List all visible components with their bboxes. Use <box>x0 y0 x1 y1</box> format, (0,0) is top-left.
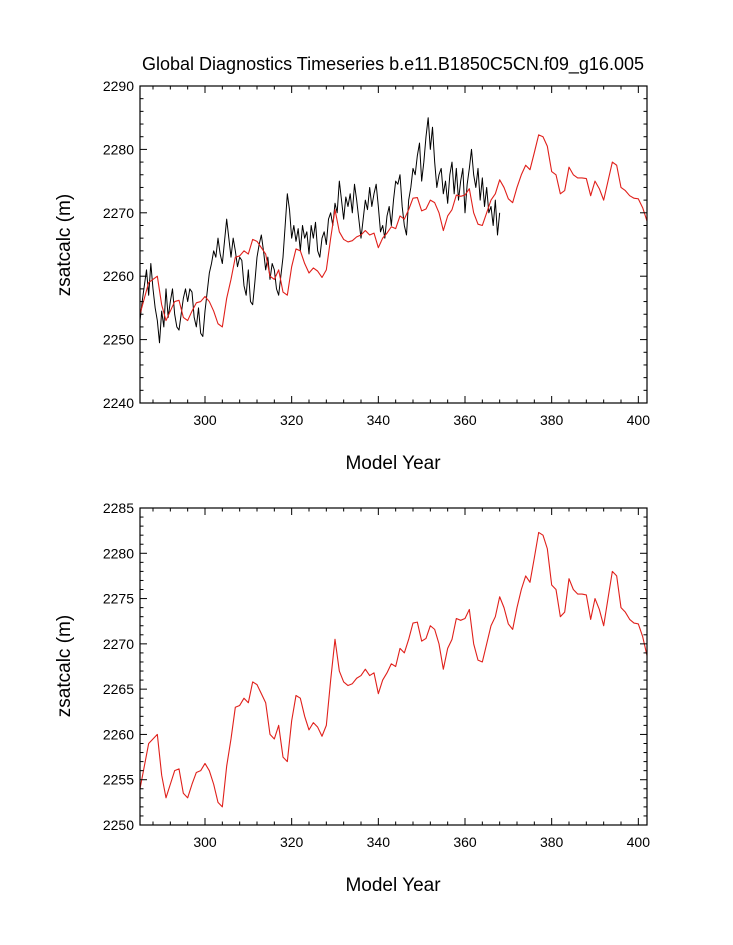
bottom-plot-frame <box>139 507 648 826</box>
bottom-panel: zsatcalc (m) Model Year 300 320 340 360 380 4… <box>54 500 650 896</box>
top-y-tick-label: 2250 <box>103 332 134 348</box>
top-x-tick-label: 360 <box>453 412 477 428</box>
bottom-x-axis-label: Model Year <box>345 875 441 896</box>
top-panel: zsatcalc (m) Model Year 300 320 340 360 380 4… <box>54 78 650 474</box>
bottom-x-tick-label: 400 <box>627 834 651 850</box>
bottom-y-tick-label: 2280 <box>103 545 134 561</box>
bottom-y-tick-label: 2285 <box>103 500 134 516</box>
top-plot-frame <box>139 85 648 404</box>
bottom-x-tick-label: 320 <box>280 834 304 850</box>
top-x-tick-label: 300 <box>193 412 217 428</box>
bottom-y-tick-label: 2250 <box>103 817 134 833</box>
bottom-series-smoothed-line <box>139 531 648 808</box>
top-x-tick-label: 380 <box>540 412 564 428</box>
top-y-tick-label: 2280 <box>103 141 134 157</box>
figure-title: Global Diagnostics Timeseries b.e11.B185… <box>142 54 644 75</box>
top-x-axis-label: Model Year <box>345 453 441 474</box>
bottom-y-axis-label: zsatcalc (m) <box>54 615 75 717</box>
bottom-y-tick-label: 2270 <box>103 636 134 652</box>
top-series-raw-line <box>139 117 501 344</box>
top-x-tick-label: 340 <box>367 412 391 428</box>
bottom-y-tick-label: 2260 <box>103 726 134 742</box>
top-y-tick-label: 2260 <box>103 268 134 284</box>
top-x-tick-label: 400 <box>627 412 651 428</box>
bottom-y-tick-label: 2265 <box>103 681 134 697</box>
top-y-tick-label: 2290 <box>103 78 134 94</box>
top-y-axis-label: zsatcalc (m) <box>54 194 75 296</box>
bottom-x-tick-label: 300 <box>193 834 217 850</box>
bottom-y-tick-label: 2275 <box>103 591 134 607</box>
bottom-y-tick-label: 2255 <box>103 772 134 788</box>
bottom-x-tick-label: 380 <box>540 834 564 850</box>
top-x-tick-label: 320 <box>280 412 304 428</box>
bottom-x-tick-label: 340 <box>367 834 391 850</box>
top-y-tick-label: 2270 <box>103 205 134 221</box>
top-y-tick-label: 2240 <box>103 395 134 411</box>
bottom-x-tick-label: 360 <box>453 834 477 850</box>
top-series-smoothed-line <box>139 134 648 328</box>
